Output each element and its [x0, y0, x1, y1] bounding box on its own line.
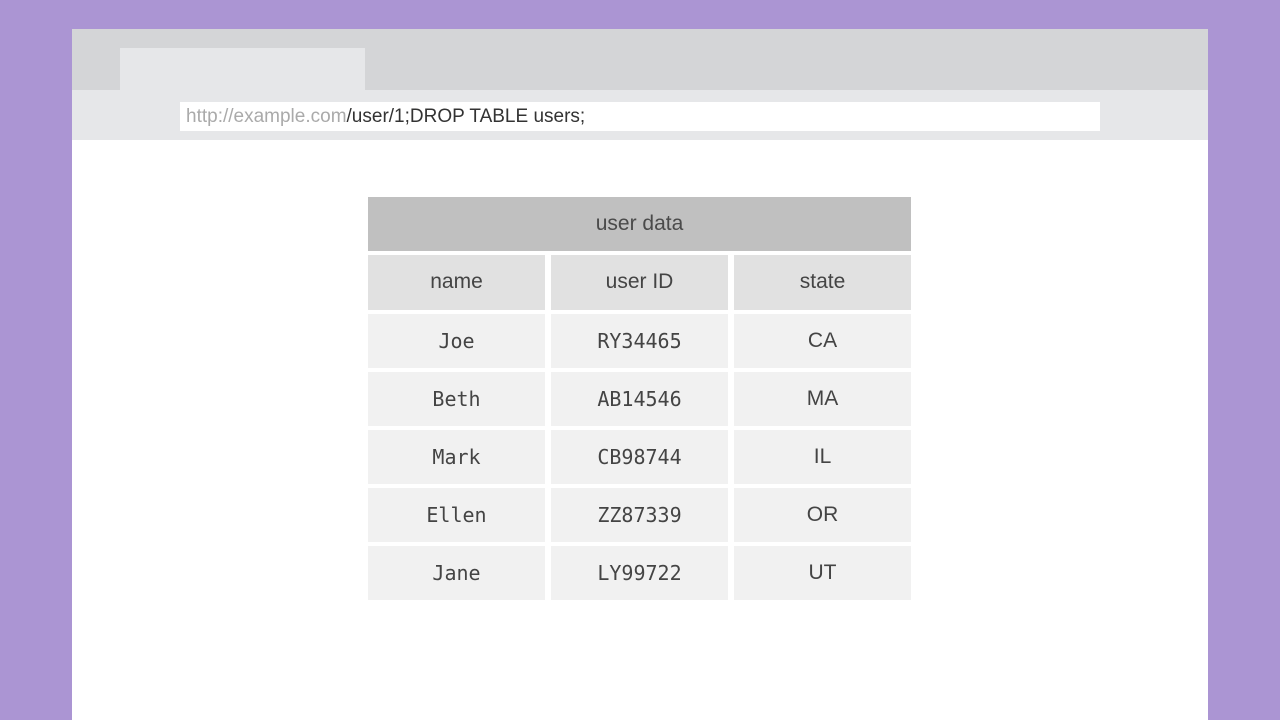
url-host: http://example.com	[186, 106, 347, 127]
column-header-name: name	[368, 255, 545, 310]
address-bar: http://example.com/user/1;DROP TABLE use…	[72, 90, 1208, 140]
cell-state: UT	[734, 546, 911, 600]
table-row: Ellen ZZ87339 OR	[368, 488, 911, 542]
table-row: Jane LY99722 UT	[368, 546, 911, 600]
table-row: Beth AB14546 MA	[368, 372, 911, 426]
cell-user-id: CB98744	[551, 430, 728, 484]
cell-name: Jane	[368, 546, 545, 600]
cell-user-id: RY34465	[551, 314, 728, 368]
tab-bar	[72, 29, 1208, 90]
table-caption: user data	[368, 197, 911, 251]
cell-user-id: ZZ87339	[551, 488, 728, 542]
browser-tab[interactable]	[120, 48, 365, 90]
cell-state: MA	[734, 372, 911, 426]
cell-state: OR	[734, 488, 911, 542]
browser-window: http://example.com/user/1;DROP TABLE use…	[72, 29, 1208, 720]
cell-user-id: AB14546	[551, 372, 728, 426]
cell-name: Mark	[368, 430, 545, 484]
url-path: /user/1;DROP TABLE users;	[346, 106, 586, 127]
column-header-state: state	[734, 255, 911, 310]
table-row: Mark CB98744 IL	[368, 430, 911, 484]
column-header-user-id: user ID	[551, 255, 728, 310]
cell-name: Beth	[368, 372, 545, 426]
cell-state: IL	[734, 430, 911, 484]
cell-name: Joe	[368, 314, 545, 368]
url-input[interactable]: http://example.com/user/1;DROP TABLE use…	[180, 102, 1100, 131]
user-data-table: user data name user ID state Joe RY34465 C…	[368, 197, 911, 600]
cell-user-id: LY99722	[551, 546, 728, 600]
cell-name: Ellen	[368, 488, 545, 542]
table-row: Joe RY34465 CA	[368, 314, 911, 368]
cell-state: CA	[734, 314, 911, 368]
table-header-row: name user ID state	[368, 255, 911, 310]
